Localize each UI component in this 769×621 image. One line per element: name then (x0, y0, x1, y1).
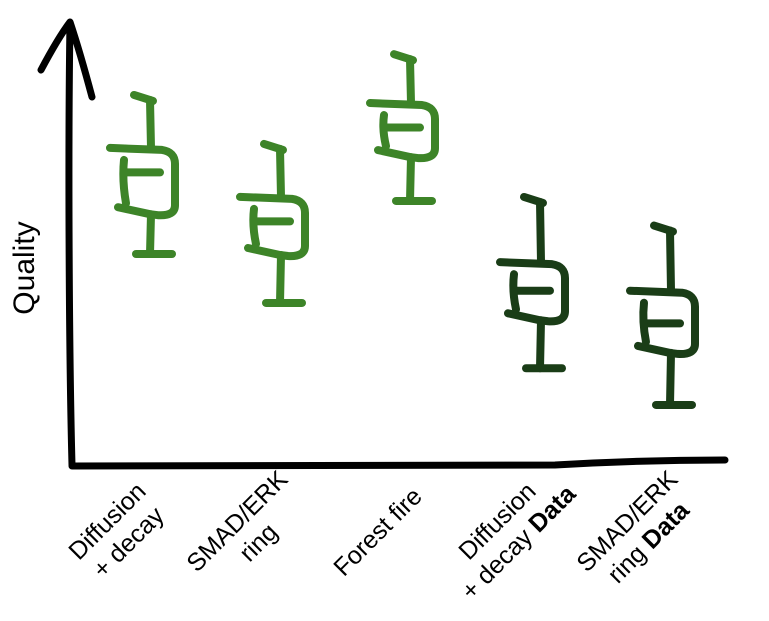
boxes-group (106, 50, 699, 409)
x-tick-label-2: SMAD/ERKring (181, 465, 315, 599)
upper-whisker (146, 95, 155, 152)
lower-whisker (146, 210, 155, 258)
box-1 (106, 90, 179, 258)
x-axis (68, 456, 729, 470)
lower-whisker (536, 316, 545, 373)
box-left-edge (249, 204, 260, 248)
iqr-box (106, 143, 179, 220)
box-3 (366, 50, 439, 205)
upper-whisker (536, 197, 545, 267)
lower-whisker (406, 153, 415, 205)
x-tick-label-4: Diffusion+ decay Data (435, 458, 582, 605)
lower-whisker (666, 348, 675, 409)
box-left-edge (639, 298, 650, 346)
y-axis-label: Quality (8, 221, 41, 314)
upper-whisker (406, 55, 415, 108)
upper-whisker (276, 144, 285, 201)
x-tick-label-5: SMAD/ERKring Data (571, 465, 705, 599)
lower-whisker (276, 251, 285, 307)
box-left-edge (119, 155, 130, 208)
box-left-edge (509, 270, 520, 314)
iqr-box (366, 99, 439, 163)
iqr-box (496, 258, 569, 326)
upper-whisker (666, 226, 675, 295)
box-4 (496, 192, 569, 373)
iqr-box (236, 192, 309, 261)
x-tick-label-3: Forest fire (328, 482, 427, 581)
box-2 (236, 139, 309, 307)
iqr-box (626, 286, 699, 358)
x-tick-labels: Diffusion+ decay SMAD/ERKring Forest fire D… (63, 458, 705, 605)
x-tick-label-1: Diffusion+ decay (63, 477, 172, 586)
box-left-edge (379, 111, 390, 151)
box-5 (626, 221, 699, 409)
y-axis (37, 18, 96, 469)
